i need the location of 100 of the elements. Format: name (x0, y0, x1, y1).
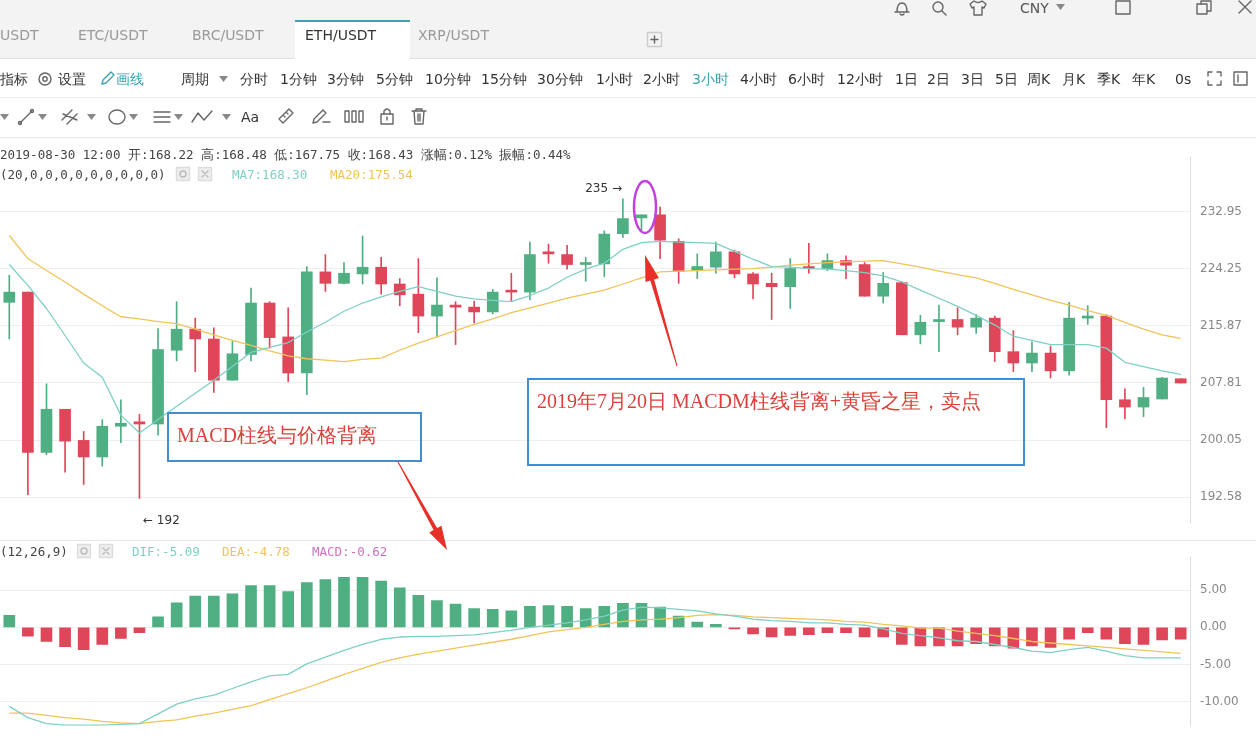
text: USDT (0, 26, 39, 44)
bar (22, 627, 34, 637)
candlestick (115, 399, 127, 443)
text: 年K (1132, 70, 1156, 88)
y-tick-label: -10.00 (1200, 694, 1239, 709)
text: 设置 (58, 70, 86, 88)
text: 分时 (240, 70, 268, 88)
bar (40, 627, 53, 642)
annotation: (20,0,0,0,0,0,0,0,0,0) (0, 166, 166, 184)
text: 月K (1062, 70, 1086, 88)
bar (784, 627, 797, 636)
text: 10分钟 (425, 70, 471, 88)
annotation: 2019年7月20日 MACDM柱线背离+黄昏之星，卖点 (527, 378, 1025, 466)
bar (821, 627, 834, 633)
text: 指标 (0, 70, 28, 88)
text: 15分钟 (481, 70, 527, 88)
bar (263, 585, 276, 628)
bar (1026, 627, 1038, 647)
bar (1137, 627, 1150, 645)
text: 周K (1027, 70, 1051, 88)
bar (1156, 627, 1168, 641)
bar (505, 610, 518, 628)
text: 4小时 (740, 70, 777, 88)
text: BRC/USDT (192, 26, 264, 44)
candlestick (431, 277, 443, 338)
text: 1日 (895, 70, 918, 88)
bar (691, 621, 704, 628)
annotation: 2019-08-30 12:00 开:168.22 高:168.48 低:167.75 收:168.43 涨幅:0.12% 振幅:0.44% (0, 146, 571, 164)
bar (486, 609, 499, 628)
bar (1100, 627, 1113, 640)
text: 5分钟 (376, 70, 413, 88)
bar (133, 627, 146, 633)
annotation: DIF:-5.09 (132, 543, 200, 561)
bar (895, 627, 908, 645)
bar (561, 606, 573, 628)
bar (245, 585, 257, 628)
bar (710, 624, 722, 628)
text: 3日 (961, 70, 984, 88)
text: 画线 (116, 70, 144, 88)
text: 6小时 (788, 70, 825, 88)
y-tick-label: 5.00 (1200, 582, 1227, 597)
bar (115, 627, 127, 639)
bar (579, 608, 592, 628)
text: 季K (1097, 70, 1121, 88)
text: Aa (241, 108, 260, 126)
annotation: DEA:-4.78 (222, 543, 290, 561)
bar (1063, 627, 1075, 640)
text: 1小时 (596, 70, 633, 88)
text: ETC/USDT (78, 26, 148, 44)
bar (1174, 627, 1187, 640)
bar (59, 627, 71, 648)
bar (319, 579, 332, 628)
bar (449, 603, 462, 628)
text: XRP/USDT (418, 26, 489, 44)
bar (393, 587, 406, 628)
bar (300, 582, 313, 628)
text: 3小时 (692, 70, 729, 88)
annotation: ← 192 (143, 512, 180, 529)
y-tick-label: 192.58 (1200, 489, 1242, 504)
text: 5日 (995, 70, 1018, 88)
text: 30分钟 (537, 70, 583, 88)
y-tick-label: 224.25 (1200, 261, 1242, 276)
text: ETH/USDT (305, 26, 377, 44)
y-tick-label: 232.95 (1200, 203, 1242, 218)
bar (375, 580, 387, 628)
text: 12小时 (837, 70, 883, 88)
bar (96, 627, 109, 645)
bar (1044, 627, 1057, 648)
annotation: 235 → (585, 180, 622, 197)
bar (356, 577, 369, 628)
annotation: MACD:-0.62 (312, 543, 388, 561)
bar (77, 627, 90, 651)
text: 3分钟 (327, 70, 364, 88)
text: CNY (1020, 0, 1049, 17)
text: 周期 (181, 70, 209, 88)
text: 2小时 (643, 70, 680, 88)
bar (524, 606, 536, 628)
y-tick-label: -5.00 (1200, 656, 1232, 671)
bar (468, 608, 480, 628)
candlestick (933, 304, 945, 352)
bar (803, 627, 815, 636)
bar (338, 577, 350, 628)
bar (226, 593, 239, 628)
annotation: MACD柱线与价格背离 (167, 412, 422, 462)
bar (765, 627, 778, 638)
y-tick-label: 0.00 (1200, 619, 1227, 634)
bar (189, 595, 202, 628)
bar (412, 594, 425, 628)
bar (1081, 627, 1094, 633)
text: 1分钟 (280, 70, 317, 88)
bar (542, 605, 555, 628)
bar (208, 595, 220, 628)
y-tick-label: 200.05 (1200, 432, 1242, 447)
bar (431, 600, 443, 628)
bar (3, 615, 16, 628)
text: 2日 (927, 70, 950, 88)
bar (152, 616, 164, 628)
y-tick-label: 215.87 (1200, 318, 1242, 333)
y-tick-label: 207.81 (1200, 375, 1242, 390)
bar (170, 602, 183, 628)
